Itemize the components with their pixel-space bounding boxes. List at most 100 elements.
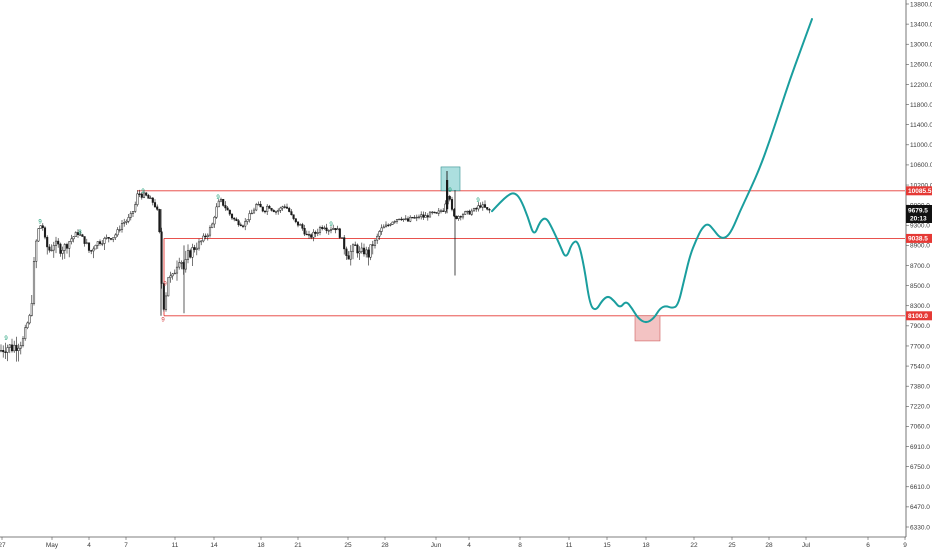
candle-body xyxy=(277,210,280,212)
candle-body xyxy=(35,240,38,262)
candle-body xyxy=(415,216,418,219)
candle-body xyxy=(274,211,278,213)
td-count-marker: 9 xyxy=(448,188,452,194)
td-count-marker: 9 xyxy=(4,336,8,342)
candle-body xyxy=(329,229,333,231)
candle-body xyxy=(85,242,88,244)
candle-body xyxy=(303,228,306,235)
y-tick-label: 12200.0 xyxy=(910,82,932,89)
candle-body xyxy=(13,344,16,352)
candle-body xyxy=(191,247,194,258)
candle-body xyxy=(158,209,161,233)
y-tick-label: 9300.0 xyxy=(910,223,930,230)
candle-body xyxy=(252,209,256,214)
candle-body xyxy=(321,227,324,229)
candle-body xyxy=(477,205,480,210)
x-tick-label: 7 xyxy=(124,542,128,549)
y-tick-label: 7380.0 xyxy=(910,383,930,390)
y-tick-label: 8500.0 xyxy=(910,283,930,290)
candle-body xyxy=(193,247,196,250)
x-tick-label: 25 xyxy=(728,542,736,549)
candle-body xyxy=(439,210,443,212)
x-tick-label: 11 xyxy=(172,542,179,549)
candle-body xyxy=(365,249,368,255)
candle-body xyxy=(109,238,113,240)
candle-body xyxy=(235,218,238,221)
candle-body xyxy=(481,204,484,208)
candle-body xyxy=(173,272,176,275)
candle-body xyxy=(448,196,451,200)
candle-body xyxy=(464,211,467,215)
y-tick-label: 7060.0 xyxy=(910,424,930,431)
candle-body xyxy=(6,347,9,353)
candle-body xyxy=(52,245,55,251)
candle-body xyxy=(74,232,77,237)
candle-body xyxy=(149,197,152,200)
candle-body xyxy=(169,275,172,278)
y-tick-label: 11400.0 xyxy=(910,122,932,129)
candle-body xyxy=(65,244,69,249)
candle-body xyxy=(340,237,344,239)
candle-body xyxy=(345,248,348,256)
candle-body xyxy=(114,234,117,238)
candle-body xyxy=(246,219,249,222)
candle-body xyxy=(208,227,212,236)
candle-body xyxy=(2,350,5,353)
candle-body xyxy=(433,211,436,214)
candle-body xyxy=(389,224,392,226)
candle-body xyxy=(200,240,203,243)
candle-body xyxy=(310,234,313,238)
price-axis[interactable]: 13800.0 13400.0 13000.0 12600.0 12200.0 11800… xyxy=(905,0,932,537)
candle-body xyxy=(24,327,27,339)
candle-body xyxy=(96,241,99,246)
candle-body xyxy=(237,220,240,226)
candle-body xyxy=(318,227,322,233)
candle-body xyxy=(224,205,227,209)
current-time-label: 20:13 xyxy=(910,216,927,223)
y-tick-label: 6330.0 xyxy=(910,524,930,531)
candle-body xyxy=(32,261,36,304)
candle-body xyxy=(72,236,75,240)
time-axis[interactable]: 27 May 4 7 11 14 18 21 25 28 Jun 4 8 11 15 18 22 25 28 Jul 6… xyxy=(0,536,907,549)
candle-body xyxy=(123,222,126,224)
candle-body xyxy=(362,247,366,255)
level-price-tag-label: 10085.5 xyxy=(908,188,932,195)
candle-body xyxy=(411,216,414,219)
highlight-boxes xyxy=(440,166,661,342)
candle-body xyxy=(153,202,157,208)
candle-body xyxy=(259,203,262,208)
y-tick-label: 8700.0 xyxy=(910,263,930,270)
candle-body xyxy=(470,210,473,215)
candle-body xyxy=(444,203,447,212)
x-tick-label: Jul xyxy=(802,542,811,549)
candle-body xyxy=(101,243,104,245)
candle-body xyxy=(125,220,128,223)
candle-body xyxy=(354,244,357,246)
candle-body xyxy=(428,211,432,218)
candle-body xyxy=(4,351,7,353)
candle-body xyxy=(180,262,183,264)
candle-body xyxy=(0,350,3,352)
candle-body xyxy=(61,249,64,254)
candle-body xyxy=(288,208,291,212)
candle-body xyxy=(79,234,82,236)
candle-body xyxy=(19,345,22,349)
candle-body xyxy=(92,248,95,252)
candle-body xyxy=(211,223,214,228)
candle-body xyxy=(488,209,491,211)
candle-body xyxy=(54,240,58,246)
candle-body xyxy=(402,218,405,221)
level-price-tag-label: 9038.5 xyxy=(908,236,928,243)
candle-body xyxy=(30,303,33,316)
candle-body xyxy=(48,246,51,251)
support-resistance-levels xyxy=(137,190,905,317)
candle-body xyxy=(391,221,394,225)
candle-body xyxy=(28,315,31,324)
candle-body xyxy=(228,209,231,215)
level-price-tag-label: 8100.0 xyxy=(908,313,928,320)
candle-body xyxy=(204,235,207,238)
candle-body xyxy=(316,232,319,234)
candle-body xyxy=(257,203,260,206)
candle-body xyxy=(116,229,119,236)
